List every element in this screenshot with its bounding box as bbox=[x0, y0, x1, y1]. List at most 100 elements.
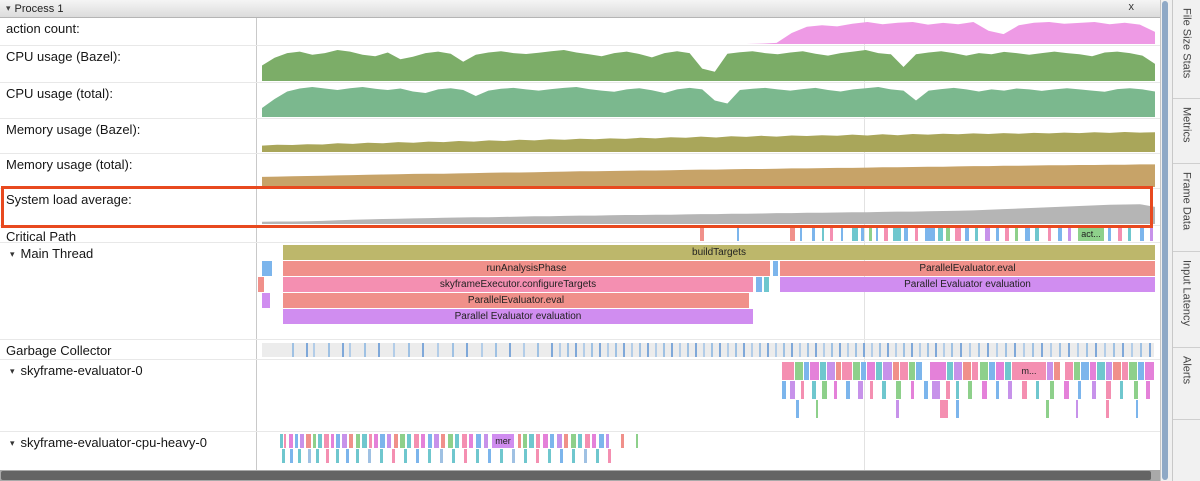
track-label-main-thread[interactable]: ▾ Main Thread bbox=[0, 243, 256, 339]
slice[interactable]: ParallelEvaluator.eval bbox=[780, 261, 1155, 276]
slice-tick[interactable] bbox=[599, 343, 601, 357]
slice[interactable]: mer bbox=[492, 434, 514, 448]
slice-tick[interactable] bbox=[342, 343, 344, 357]
slice-tick[interactable] bbox=[578, 434, 582, 448]
slice-tick[interactable] bbox=[980, 362, 988, 380]
slice-tick[interactable] bbox=[773, 261, 778, 276]
slice-tick[interactable] bbox=[308, 449, 311, 463]
slice-tick[interactable] bbox=[1122, 362, 1128, 380]
process-header[interactable]: ▾ Process 1 x bbox=[0, 0, 1160, 18]
track-area-garbage-collector[interactable] bbox=[256, 340, 1160, 359]
slice-tick[interactable] bbox=[500, 449, 503, 463]
slice-tick[interactable] bbox=[863, 343, 865, 357]
slice-tick[interactable] bbox=[996, 381, 999, 399]
slice-tick[interactable] bbox=[882, 381, 886, 399]
expander-icon[interactable]: ▾ bbox=[10, 249, 15, 259]
slice-tick[interactable] bbox=[896, 381, 901, 399]
slice[interactable]: buildTargets bbox=[283, 245, 1155, 260]
slice-tick[interactable] bbox=[509, 343, 511, 357]
slice-tick[interactable] bbox=[841, 228, 843, 241]
slice-tick[interactable] bbox=[324, 434, 329, 448]
slice-tick[interactable] bbox=[349, 434, 353, 448]
slice-tick[interactable] bbox=[318, 434, 322, 448]
slice-tick[interactable] bbox=[790, 228, 795, 241]
track-area-memory-bazel[interactable] bbox=[256, 119, 1160, 153]
slice-tick[interactable] bbox=[1146, 381, 1150, 399]
slice-tick[interactable] bbox=[711, 343, 713, 357]
slice-tick[interactable] bbox=[421, 434, 425, 448]
slice-tick[interactable] bbox=[536, 449, 539, 463]
slice-tick[interactable] bbox=[915, 228, 918, 241]
slice-tick[interactable] bbox=[795, 362, 803, 380]
slice-tick[interactable] bbox=[608, 449, 611, 463]
slice-tick[interactable] bbox=[284, 434, 286, 448]
slice-tick[interactable] bbox=[820, 362, 826, 380]
slice-tick[interactable] bbox=[663, 343, 665, 357]
slice-tick[interactable] bbox=[550, 434, 554, 448]
slice-tick[interactable] bbox=[940, 400, 948, 418]
slice-tick[interactable] bbox=[927, 343, 929, 357]
slice-tick[interactable] bbox=[804, 362, 809, 380]
slice-tick[interactable] bbox=[380, 449, 383, 463]
slice-tick[interactable] bbox=[631, 343, 633, 357]
slice-tick[interactable] bbox=[965, 228, 969, 241]
slice-tick[interactable] bbox=[537, 343, 539, 357]
tab-file-size-stats[interactable]: File Size Stats bbox=[1173, 0, 1200, 99]
slice-tick[interactable] bbox=[861, 228, 864, 241]
slice-tick[interactable] bbox=[751, 343, 753, 357]
slice-tick[interactable] bbox=[1022, 381, 1027, 399]
slice-tick[interactable] bbox=[671, 343, 673, 357]
slice-tick[interactable] bbox=[1025, 228, 1030, 241]
slice-tick[interactable] bbox=[1150, 228, 1153, 241]
slice-tick[interactable] bbox=[1014, 343, 1016, 357]
slice-tick[interactable] bbox=[1140, 228, 1144, 241]
slice-tick[interactable] bbox=[408, 343, 410, 357]
horizontal-scrollbar-thumb[interactable] bbox=[1, 471, 1151, 480]
slice-tick[interactable] bbox=[393, 343, 395, 357]
tab-alerts[interactable]: Alerts bbox=[1173, 348, 1200, 420]
slice-tick[interactable] bbox=[331, 434, 334, 448]
slice-tick[interactable] bbox=[280, 434, 283, 448]
slice-tick[interactable] bbox=[292, 343, 294, 357]
slice-tick[interactable] bbox=[1065, 362, 1073, 380]
slice-tick[interactable] bbox=[960, 343, 962, 357]
slice-tick[interactable] bbox=[790, 381, 795, 399]
slice-tick[interactable] bbox=[956, 381, 959, 399]
slice-tick[interactable] bbox=[1129, 362, 1137, 380]
slice-tick[interactable] bbox=[440, 449, 443, 463]
slice-tick[interactable] bbox=[801, 381, 804, 399]
tab-input-latency[interactable]: Input Latency bbox=[1173, 252, 1200, 348]
slice-tick[interactable] bbox=[911, 343, 913, 357]
slice-tick[interactable] bbox=[869, 228, 872, 241]
slice-tick[interactable] bbox=[441, 434, 445, 448]
slice-tick[interactable] bbox=[437, 343, 439, 357]
slice-tick[interactable] bbox=[831, 343, 833, 357]
slice-tick[interactable] bbox=[1077, 343, 1079, 357]
slice-tick[interactable] bbox=[1081, 362, 1089, 380]
slice-tick[interactable] bbox=[900, 362, 908, 380]
slice-tick[interactable] bbox=[548, 449, 551, 463]
slice-tick[interactable] bbox=[893, 362, 899, 380]
slice[interactable]: m... bbox=[1012, 362, 1046, 380]
slice-tick[interactable] bbox=[743, 343, 745, 357]
slice-tick[interactable] bbox=[536, 434, 540, 448]
slice-tick[interactable] bbox=[1149, 343, 1151, 357]
tab-metrics[interactable]: Metrics bbox=[1173, 99, 1200, 164]
slice-tick[interactable] bbox=[887, 343, 889, 357]
slice-tick[interactable] bbox=[1140, 343, 1142, 357]
slice-tick[interactable] bbox=[1074, 362, 1080, 380]
slice-tick[interactable] bbox=[647, 343, 649, 357]
slice-tick[interactable] bbox=[1106, 362, 1112, 380]
slice-tick[interactable] bbox=[543, 434, 548, 448]
slice-tick[interactable] bbox=[1008, 381, 1012, 399]
slice-tick[interactable] bbox=[830, 228, 833, 241]
slice-tick[interactable] bbox=[870, 381, 873, 399]
track-label-cpu-total[interactable]: CPU usage (total): bbox=[6, 86, 113, 101]
slice-tick[interactable] bbox=[783, 343, 785, 357]
slice-tick[interactable] bbox=[476, 434, 481, 448]
slice-tick[interactable] bbox=[258, 277, 264, 292]
slice-tick[interactable] bbox=[946, 381, 950, 399]
slice-tick[interactable] bbox=[495, 343, 497, 357]
slice-tick[interactable] bbox=[911, 381, 914, 399]
slice-tick[interactable] bbox=[328, 343, 330, 357]
